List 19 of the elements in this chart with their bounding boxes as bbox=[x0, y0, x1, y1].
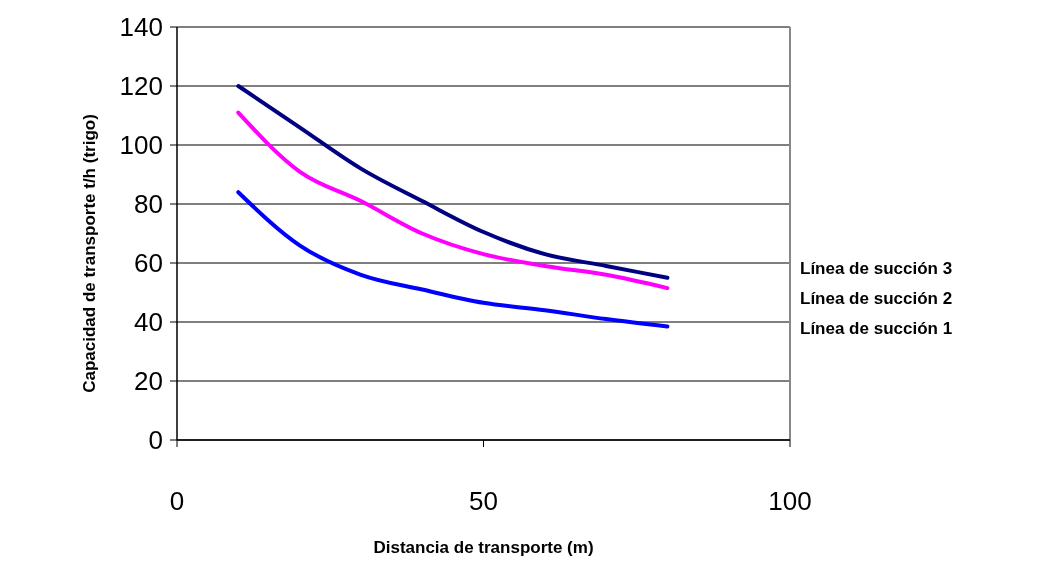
y-tick-label: 100 bbox=[119, 130, 163, 161]
y-tick-label: 80 bbox=[134, 189, 163, 220]
x-tick-label: 100 bbox=[768, 486, 812, 516]
y-tick-label: 60 bbox=[134, 248, 163, 279]
x-tick-label: 50 bbox=[469, 486, 498, 516]
line-series bbox=[236, 190, 670, 329]
y-axis-title: Capacidad de transporte t/h (trigo) bbox=[80, 114, 99, 393]
text: Línea de succión 2 bbox=[800, 289, 953, 308]
y-tick-label: 20 bbox=[134, 366, 163, 397]
text: Línea de succión 3 bbox=[800, 259, 953, 278]
text: Línea de succión 1 bbox=[800, 319, 953, 338]
y-tick-label: 120 bbox=[119, 71, 163, 102]
x-axis-title: Distancia de transporte (m) bbox=[373, 538, 594, 557]
y-tick-label: 0 bbox=[148, 425, 163, 456]
y-tick-label: 140 bbox=[119, 12, 163, 43]
y-tick-label: 40 bbox=[134, 307, 163, 338]
x-tick-label: 0 bbox=[169, 486, 185, 516]
line-series bbox=[236, 110, 670, 291]
line-series bbox=[236, 84, 670, 280]
